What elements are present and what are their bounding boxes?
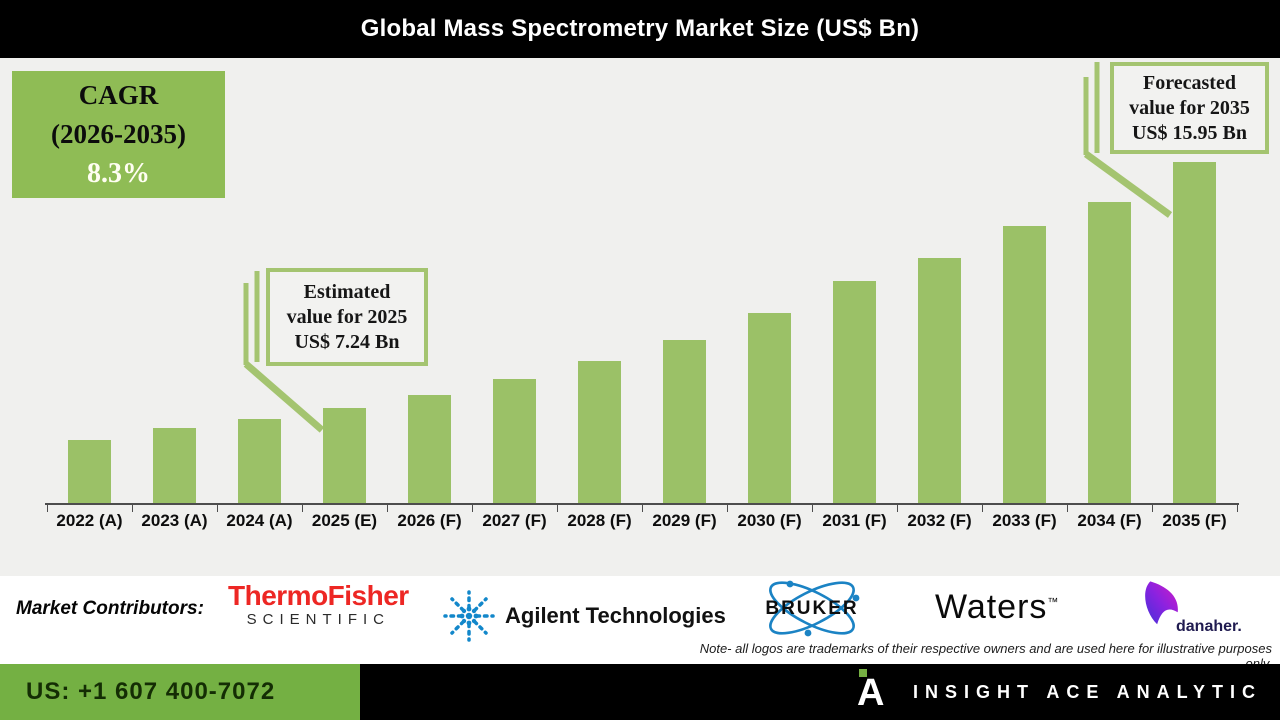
bar-2035 (F) [1173,162,1216,503]
x-axis-tick [472,504,473,512]
x-axis-label: 2030 (F) [737,511,802,530]
bar-2033 (F) [1003,226,1046,503]
x-axis-tick [47,504,48,512]
trademark-note-line1: Note- all logos are trademarks of their … [699,641,1272,656]
title-bar: Global Mass Spectrometry Market Size (US… [0,0,1280,58]
cagr-period: (2026-2035) [51,119,186,149]
x-axis-tick [387,504,388,512]
forecasted-value-callout: Forecasted value for 2035 US$ 15.95 Bn [1110,62,1269,154]
x-axis-tick [557,504,558,512]
x-axis-label: 2023 (A) [141,511,208,530]
x-axis-label: 2025 (E) [311,511,378,530]
x-axis-label: 2024 (A) [226,511,293,530]
forecasted-callout-value: US$ 15.95 Bn [1131,121,1248,144]
bar-2027 (F) [493,379,536,503]
x-axis-label: 2033 (F) [992,511,1057,530]
bruker-orbitals-icon [769,580,860,637]
agilent-starburst-icon [443,590,495,642]
x-axis-label: 2035 (F) [1162,511,1227,530]
agilent-wordmark: Agilent Technologies [505,603,726,628]
phone-number: US: +1 607 400-7072 [26,678,276,705]
insight-ace-logo: A INSIGHT ACE ANALYTIC [857,664,1262,720]
phone-box: US: +1 607 400-7072 [0,664,360,720]
market-contributors-label: Market Contributors: [16,598,204,619]
x-axis-label: 2034 (F) [1077,511,1142,530]
green-square-icon [858,669,867,677]
cagr-box: CAGR (2026-2035) 8.3% [12,71,225,198]
x-axis-label: 2026 (F) [397,511,462,530]
danaher-wordmark: danaher. [1176,618,1242,635]
bar-2028 (F) [578,361,621,503]
x-axis-tick [132,504,133,512]
bar-2024 (A) [238,419,281,503]
x-axis-label: 2032 (F) [907,511,972,530]
bruker-wordmark: BRUKER [765,598,859,619]
brand-name: INSIGHT ACE ANALYTIC [912,681,1262,702]
forecasted-callout-line2: value for 2035 [1129,96,1250,119]
insight-ace-letter: A [856,672,885,714]
x-axis-tick [897,504,898,512]
contributors-strip: Market Contributors: ThermoFisher SCIENT… [0,576,1280,671]
agilent-logo: Agilent Technologies [443,590,726,642]
x-axis-tick [1067,504,1068,512]
waters-trademark-symbol: ™ [1047,596,1060,609]
x-axis-tick [982,504,983,512]
estimated-value-callout: Estimated value for 2025 US$ 7.24 Bn [266,268,428,366]
x-axis-label: 2028 (F) [567,511,632,530]
x-axis-tick [642,504,643,512]
waters-logo: Waters™ [935,588,1059,627]
bar-2029 (F) [663,340,706,503]
x-axis-label: 2031 (F) [822,511,887,530]
insight-ace-icon: A [856,669,891,714]
x-axis-label: 2029 (F) [652,511,717,530]
bruker-logo: BRUKER [752,576,872,640]
x-axis-tick [217,504,218,512]
danaher-logo: danaher. [1138,578,1258,640]
bar-2022 (A) [68,440,111,503]
bar-2023 (A) [153,428,196,503]
bar-2026 (F) [408,395,451,503]
x-axis-tick [1237,504,1238,512]
x-axis-label: 2027 (F) [482,511,547,530]
footer-bar: US: +1 607 400-7072 A INSIGHT ACE ANALYT… [0,664,1280,720]
cagr-value: 8.3% [87,158,150,189]
bar-2032 (F) [918,258,961,503]
estimated-callout-value: US$ 7.24 Bn [294,330,400,353]
bar-2034 (F) [1088,202,1131,503]
x-axis-label: 2022 (A) [56,511,123,530]
x-axis-tick [1152,504,1153,512]
cagr-label: CAGR [78,80,159,110]
forecasted-callout-line1: Forecasted [1143,71,1236,94]
chart-title: Global Mass Spectrometry Market Size (US… [360,15,920,42]
x-axis-tick [302,504,303,512]
bar-2031 (F) [833,281,876,503]
estimated-callout-line2: value for 2025 [286,305,408,328]
bar-2025 (E) [323,408,366,503]
chart-area: CAGR (2026-2035) 8.3% Estimated value fo… [0,58,1280,576]
bar-2030 (F) [748,313,791,503]
thermo-fisher-scientific-text: SCIENTIFIC [246,611,391,628]
x-axis-tick [812,504,813,512]
thermo-fisher-wordmark: ThermoFisher [228,580,409,611]
x-axis-tick [727,504,728,512]
danaher-swoosh-icon [1145,581,1178,625]
estimated-callout-line1: Estimated [303,280,391,303]
waters-wordmark: Waters [935,588,1048,626]
thermo-fisher-logo: ThermoFisher SCIENTIFIC [228,582,409,630]
